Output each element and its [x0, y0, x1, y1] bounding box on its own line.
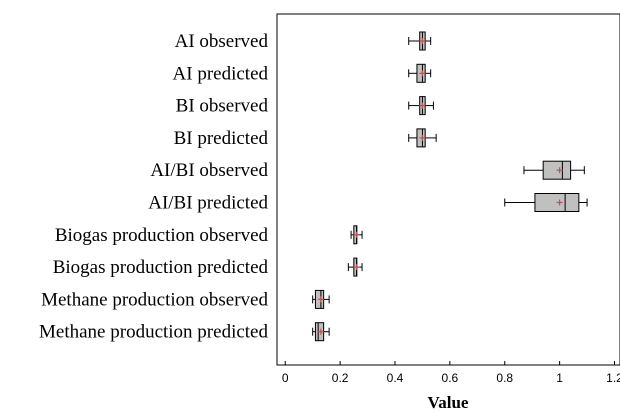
box-4 — [408, 128, 437, 148]
category-label: Methane production observed — [41, 289, 268, 310]
x-tick-label: 0 — [282, 371, 289, 385]
x-tick-label: 0.2 — [332, 371, 349, 385]
category-label: Biogas production predicted — [53, 257, 269, 278]
box-1 — [408, 31, 432, 51]
box-7 — [350, 225, 363, 245]
category-label: AI/BI observed — [150, 160, 268, 181]
box-8 — [347, 257, 363, 277]
plot-area-frame — [276, 13, 620, 366]
box-9 — [312, 289, 330, 309]
category-label: BI predicted — [174, 128, 269, 149]
x-tick-label: 1 — [556, 371, 563, 385]
category-labels: AI observed AI predicted BI observed BI pre… — [39, 31, 268, 343]
box-10 — [312, 322, 330, 342]
x-tick-label: 0.8 — [496, 371, 513, 385]
box-6 — [504, 193, 588, 212]
category-label: Methane production predicted — [39, 322, 268, 343]
category-label: AI/BI predicted — [148, 193, 268, 214]
box-3 — [408, 96, 434, 116]
category-label: Biogas production observed — [55, 225, 269, 246]
box-2 — [408, 63, 432, 83]
x-tick-label: 0.4 — [387, 371, 404, 385]
boxes — [312, 31, 588, 342]
x-axis-title: Value — [428, 393, 469, 411]
category-label: BI observed — [176, 96, 269, 117]
x-tick-label: 0.6 — [442, 371, 459, 385]
category-label: AI observed — [175, 31, 269, 52]
x-axis: 0 0.2 0.4 0.6 0.8 1 1.2 — [282, 361, 620, 385]
box-5 — [523, 160, 585, 180]
x-tick-label: 1.2 — [606, 371, 620, 385]
category-label: AI predicted — [173, 63, 269, 84]
